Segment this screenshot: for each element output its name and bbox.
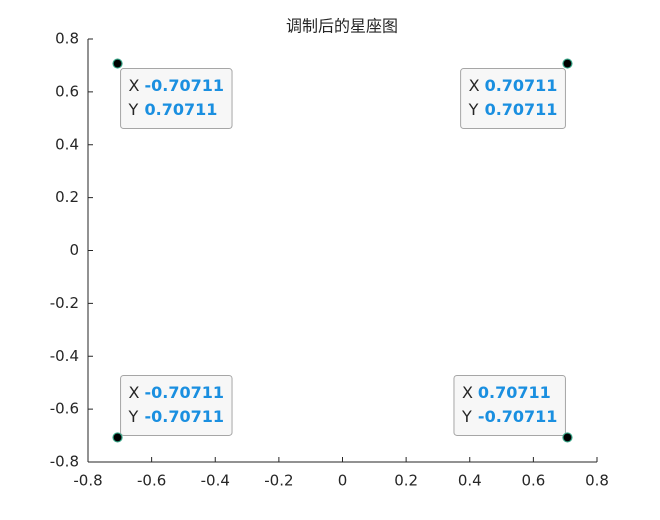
point [112, 58, 123, 69]
y-tick-label: 0.2 [55, 188, 79, 206]
x-tick-label: 0.2 [394, 472, 418, 490]
datatip-label: Y [128, 100, 139, 119]
y-tick-label: 0 [69, 241, 79, 259]
datatip-label: X [462, 383, 473, 402]
chart-title: 调制后的星座图 [286, 17, 398, 36]
y-tick-label: -0.8 [50, 453, 79, 471]
x-tick-label: -0.4 [201, 472, 230, 490]
datatip-value: -0.70711 [145, 383, 225, 402]
point [562, 58, 573, 69]
x-tick-label: 0 [338, 472, 348, 490]
datatip-label: Y [128, 407, 139, 426]
x-tick-label: -0.6 [137, 472, 166, 490]
datatip-label: Y [461, 407, 472, 426]
y-tick-label: 0.8 [55, 30, 79, 48]
datatip-label: X [129, 383, 140, 402]
y-tick-label: 0.6 [55, 82, 79, 100]
datatip-value: -0.70711 [145, 76, 225, 95]
y-tick-label: 0.4 [55, 135, 79, 153]
datatip: XY 0.70711 0.70711 [460, 68, 566, 130]
datatip-label: Y [468, 100, 479, 119]
datatip-value: 0.70711 [145, 100, 218, 119]
x-tick-label: 0.6 [521, 472, 545, 490]
y-tick-label: -0.4 [50, 347, 79, 365]
datatip-value: 0.70711 [478, 383, 551, 402]
datatip-box [453, 374, 566, 436]
x-tick-label: 0.4 [458, 472, 482, 490]
datatip-value: 0.70711 [485, 76, 558, 95]
datatip: XY -0.70711 -0.70711 [120, 374, 233, 436]
x-tick-label: -0.8 [73, 472, 102, 490]
point [112, 432, 123, 443]
datatip-value: -0.70711 [145, 407, 225, 426]
datatip: XY -0.70711 0.70711 [120, 68, 233, 130]
point [562, 432, 573, 443]
datatip-label: X [469, 76, 480, 95]
datatip-box [120, 374, 233, 436]
x-tick-label: 0.8 [585, 472, 609, 490]
datatip-value: 0.70711 [485, 100, 558, 119]
datatip-value: -0.70711 [478, 407, 558, 426]
datatip: XY 0.70711 -0.70711 [453, 374, 566, 436]
datatip-label: X [129, 76, 140, 95]
y-tick-label: -0.2 [50, 294, 79, 312]
datatip-box [460, 68, 566, 130]
y-tick-label: -0.6 [50, 400, 79, 418]
datatip-box [120, 68, 233, 130]
x-tick-label: -0.2 [264, 472, 293, 490]
